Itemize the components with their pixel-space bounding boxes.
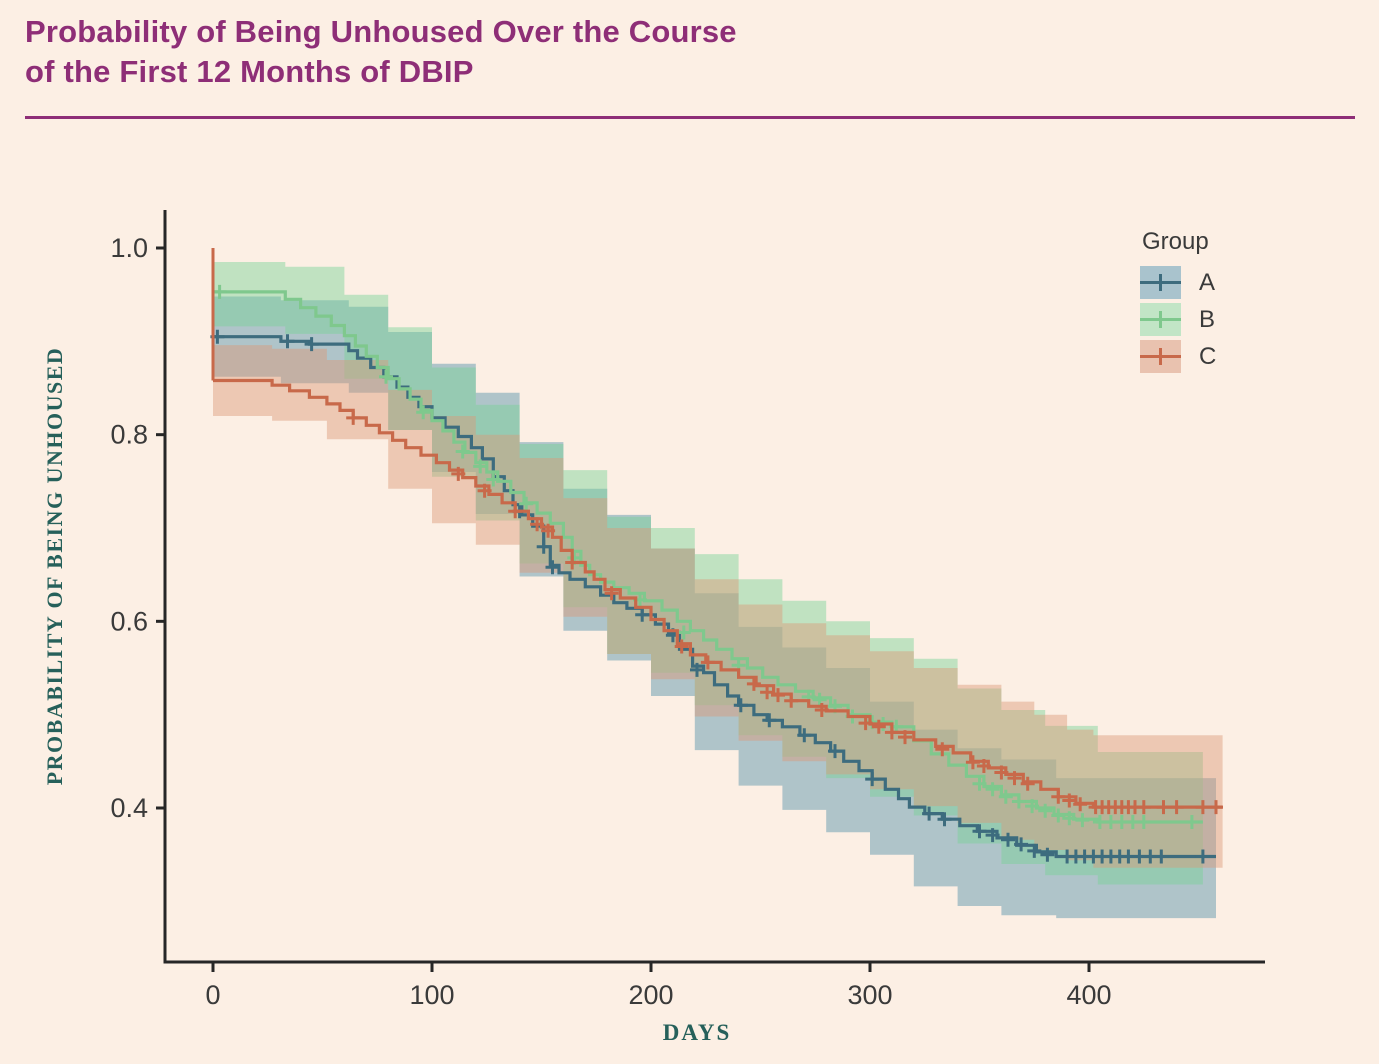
y-tick-label: 1.0 bbox=[110, 233, 148, 263]
legend-label-C: C bbox=[1199, 342, 1217, 370]
x-tick-label: 200 bbox=[628, 980, 673, 1010]
legend-key-censor-tick bbox=[1159, 311, 1162, 328]
series-C-step-line bbox=[213, 378, 1223, 809]
x-axis-title: DAYS bbox=[663, 1020, 732, 1045]
series-B-confidence-band bbox=[213, 262, 1203, 885]
legend-item-B: B bbox=[1140, 303, 1216, 336]
chart-title-line2: of the First 12 Months of DBIP bbox=[25, 54, 474, 89]
legend-label-A: A bbox=[1199, 268, 1216, 296]
chart-title: Probability of Being Unhoused Over the C… bbox=[25, 12, 737, 92]
x-tick-label: 0 bbox=[205, 980, 220, 1010]
legend-key-censor-tick bbox=[1159, 274, 1162, 291]
legend-item-C: C bbox=[1140, 340, 1216, 373]
chart-title-line1: Probability of Being Unhoused Over the C… bbox=[25, 14, 737, 49]
legend-key-icon-B bbox=[1140, 303, 1181, 336]
legend-key-censor-tick bbox=[1159, 348, 1162, 365]
series-B-step-line bbox=[213, 290, 1203, 824]
x-tick-label: 300 bbox=[847, 980, 892, 1010]
legend-key-icon-A bbox=[1140, 266, 1181, 299]
title-divider-rule bbox=[25, 116, 1355, 119]
legend-label-B: B bbox=[1199, 305, 1216, 333]
series-C-censor-marks bbox=[346, 410, 1223, 815]
x-tick-label: 100 bbox=[409, 980, 454, 1010]
series-C-confidence-band bbox=[213, 345, 1223, 868]
y-tick-label: 0.8 bbox=[110, 420, 148, 450]
x-tick-label: 400 bbox=[1066, 980, 1111, 1010]
legend-item-A: A bbox=[1140, 266, 1216, 299]
y-tick-label: 0.4 bbox=[110, 793, 148, 823]
y-axis-title: PROBABILITY OF BEING UNHOUSED bbox=[42, 347, 67, 786]
legend-key-icon-C bbox=[1140, 340, 1181, 373]
legend-title: Group bbox=[1142, 228, 1209, 255]
y-tick-label: 0.6 bbox=[110, 606, 148, 636]
